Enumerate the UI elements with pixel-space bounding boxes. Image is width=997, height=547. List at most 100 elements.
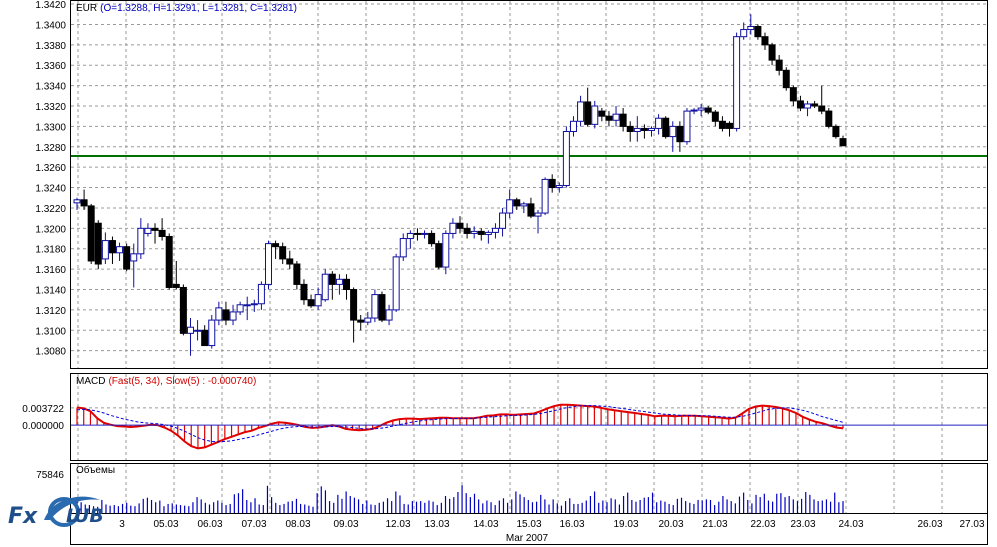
candle (683, 108, 691, 145)
y-axis-ticks: 1.3420 1.3400 1.3380 1.3360 1.3340 1.3320 1.33… (22, 0, 66, 481)
candle (527, 197, 535, 219)
volume-panel (70, 463, 988, 514)
price-tick-label: 1.3100 (35, 326, 66, 337)
candle (293, 260, 301, 290)
candle (548, 174, 556, 193)
candle (477, 228, 485, 241)
x-tick-label: 08.03 (285, 519, 310, 530)
svg-text:Fx: Fx (8, 504, 38, 529)
candle (137, 218, 145, 259)
x-tick-label: 12.03 (385, 519, 410, 530)
candle (449, 218, 457, 239)
candle (257, 281, 265, 310)
candle (151, 223, 159, 244)
price-tick-label: 1.3160 (35, 265, 66, 276)
candle (839, 135, 847, 147)
candle (775, 55, 783, 76)
x-tick-label: 22.03 (750, 519, 775, 530)
candle (87, 203, 95, 265)
candle (428, 230, 436, 247)
candle (754, 24, 762, 40)
candle (421, 230, 429, 239)
volume-tick-label: 75846 (36, 470, 64, 481)
price-tick-label: 1.3420 (35, 0, 66, 11)
candle (598, 108, 606, 122)
candle (130, 243, 138, 288)
candle (740, 22, 748, 40)
candle (825, 108, 833, 129)
candle (335, 274, 343, 295)
candle (704, 106, 712, 115)
candle (442, 230, 450, 275)
candle (208, 314, 216, 349)
candle (80, 189, 88, 210)
candle (796, 95, 804, 112)
candle (733, 32, 741, 132)
x-tick-label: 24.03 (838, 519, 863, 530)
candle (676, 121, 684, 152)
candle (584, 87, 592, 127)
candle (94, 220, 102, 270)
macd-tick-label: 0.003722 (22, 404, 64, 415)
candle (456, 216, 464, 234)
candle (811, 100, 819, 109)
x-tick-label: 05.03 (153, 519, 178, 530)
price-tick-label: 1.3320 (35, 102, 66, 113)
price-tick-label: 1.3080 (35, 347, 66, 358)
candle (378, 291, 386, 323)
candle (690, 108, 698, 115)
candle (158, 218, 166, 241)
price-tick-label: 1.3260 (35, 163, 66, 174)
candles-group (73, 14, 847, 356)
candle (101, 232, 109, 265)
candle (662, 116, 670, 139)
x-month-label: Mar 2007 (506, 533, 549, 544)
candle (406, 230, 414, 249)
candle (201, 325, 209, 347)
price-panel-title: EUR (O=1.3288, H=1.3291, L=1.3281, C=1.32… (76, 3, 297, 14)
candle (123, 243, 131, 272)
candle (179, 284, 187, 336)
candle (761, 32, 769, 50)
candle (484, 230, 492, 244)
candle (640, 124, 648, 139)
candle (265, 240, 272, 290)
x-tick-label: 15.03 (516, 519, 541, 530)
candle (768, 42, 776, 66)
candle (279, 242, 287, 265)
candle (413, 228, 421, 241)
candle (392, 253, 400, 312)
volume-group (76, 485, 844, 513)
candle (243, 296, 251, 321)
candle (328, 271, 336, 300)
candle (562, 126, 570, 188)
candle (555, 182, 563, 193)
candle (186, 318, 194, 356)
candle (804, 100, 812, 117)
candle (577, 95, 585, 127)
candle (818, 85, 826, 115)
candle (520, 201, 528, 214)
x-tick-label: 06.03 (197, 519, 222, 530)
macd-panel (70, 373, 988, 461)
x-tick-label: 07.03 (241, 519, 266, 530)
macd-group (71, 403, 987, 450)
candle (314, 287, 322, 310)
candle (619, 108, 627, 132)
price-tick-label: 1.3140 (35, 286, 66, 297)
candle (626, 121, 634, 142)
x-axis-ticks: 3 05.03 06.03 07.03 08.03 09.03 12.03 13.03 14.0… (119, 519, 985, 530)
candle (172, 260, 180, 290)
candle (371, 289, 379, 323)
candle (669, 121, 677, 152)
svg-text:L: L (66, 505, 78, 527)
x-tick-label: 14.03 (473, 519, 498, 530)
price-panel (70, 0, 988, 369)
candle (300, 279, 308, 305)
candle (116, 242, 124, 261)
price-tick-label: 1.3340 (35, 82, 66, 93)
candle (165, 233, 173, 290)
candle (272, 240, 280, 259)
candle (747, 14, 755, 35)
